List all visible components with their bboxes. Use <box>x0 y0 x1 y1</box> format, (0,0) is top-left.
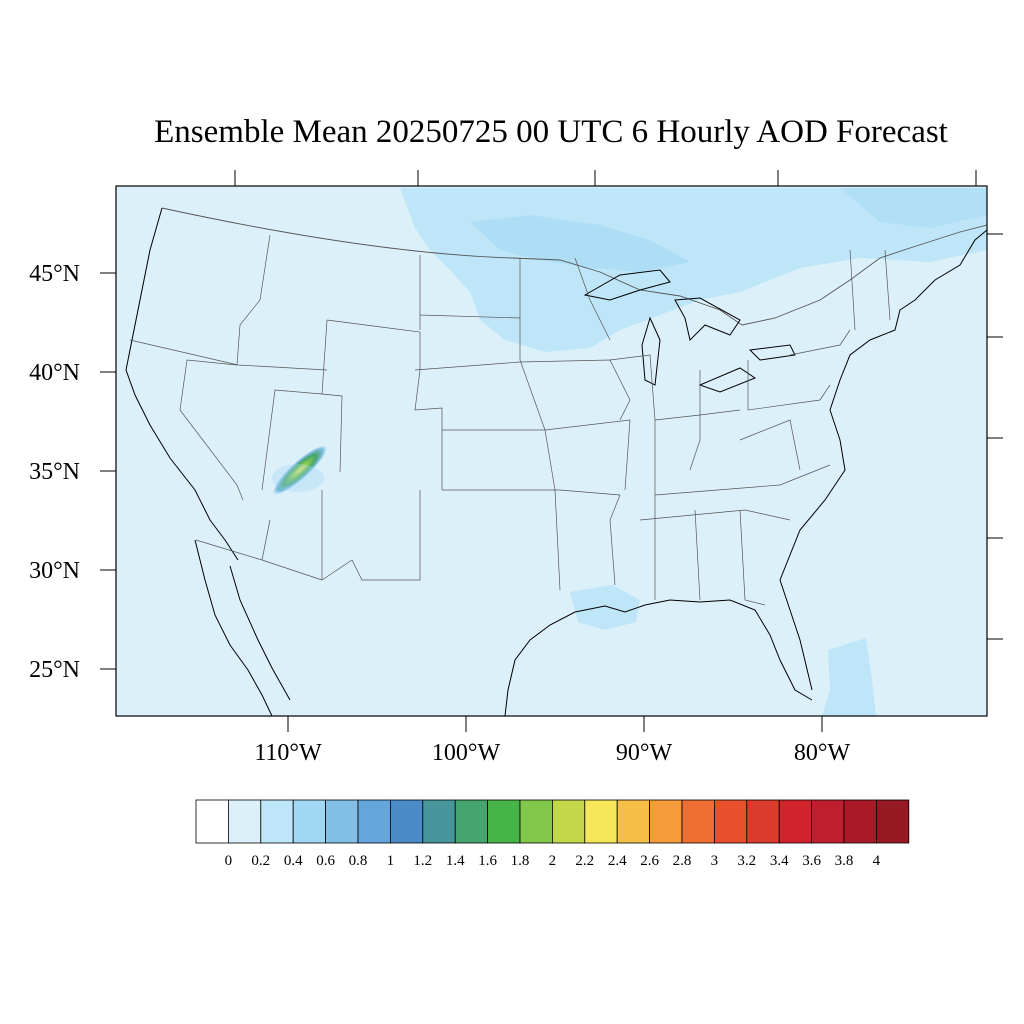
boundaries <box>125 207 987 716</box>
colorbar-swatch <box>746 799 780 844</box>
colorbar-label: 3.6 <box>802 853 821 869</box>
lat-label: 25°N <box>29 657 80 683</box>
colorbar-swatch <box>357 799 391 844</box>
colorbar-swatch <box>681 799 715 844</box>
colorbar-swatch <box>714 799 748 844</box>
us-canada-border <box>161 207 987 326</box>
lat-label: 35°N <box>29 459 80 485</box>
colorbar-label: 4 <box>873 853 881 869</box>
coastline-west <box>125 207 239 561</box>
colorbar-swatch <box>584 799 618 844</box>
lat-label: 30°N <box>29 558 80 584</box>
colorbar-label: 1.8 <box>511 853 530 869</box>
colorbar-label: 0.6 <box>316 853 335 869</box>
colorbar-label: 0 <box>225 853 233 869</box>
colorbar-swatch <box>227 799 262 844</box>
state-lines <box>129 234 891 606</box>
colorbar-swatch <box>389 799 424 844</box>
colorbar-swatch <box>811 799 845 844</box>
colorbar-swatch <box>876 799 910 844</box>
colorbar-swatch <box>487 799 521 844</box>
coastline-east <box>779 229 987 691</box>
great-lakes <box>583 269 796 393</box>
colorbar-label: 3.8 <box>835 853 854 869</box>
colorbar-swatch <box>454 799 489 844</box>
colorbar-label: 0.8 <box>349 853 368 869</box>
figure-title: Ensemble Mean 20250725 00 UTC 6 Hourly A… <box>154 114 948 150</box>
colorbar-label: 2.8 <box>673 853 692 869</box>
colorbar-swatch <box>778 799 813 844</box>
coastline-baja <box>194 539 291 716</box>
colorbar-label: 0.4 <box>284 853 303 869</box>
colorbar-swatch <box>616 799 651 844</box>
colorbar-label: 1.2 <box>413 853 432 869</box>
map-panel: 45°N 40°N 35°N 30°N 25°N 110°W 100°W 90°… <box>29 170 1003 766</box>
colorbar: 0 0.2 0.4 0.6 0.8 1 1.2 1.4 1.6 1.8 2 2.2 2.4 2.6 2.8 3… <box>195 799 910 869</box>
colorbar-swatch <box>422 799 456 844</box>
lon-label: 90°W <box>616 740 673 766</box>
map-ticks <box>100 170 1003 732</box>
colorbar-label: 3.2 <box>737 853 756 869</box>
colorbar-swatch <box>519 799 553 844</box>
colorbar-label: 2 <box>549 853 557 869</box>
plume-bahamas <box>822 638 876 716</box>
latitude-labels: 45°N 40°N 35°N 30°N 25°N <box>29 261 80 683</box>
colorbar-swatch <box>292 799 327 844</box>
aod-plumes <box>272 188 987 716</box>
colorbar-swatch <box>260 799 294 844</box>
aod-hotspot <box>272 445 328 495</box>
aod-hotspot-halo <box>272 464 324 492</box>
colorbar-label: 0.2 <box>251 853 270 869</box>
colorbar-label: 3 <box>711 853 719 869</box>
lon-label: 80°W <box>794 740 851 766</box>
coastline-gulf <box>504 599 813 716</box>
lon-label: 100°W <box>432 740 501 766</box>
colorbar-label: 1 <box>387 853 395 869</box>
plume-northern-plains-core <box>470 215 690 272</box>
lat-label: 40°N <box>29 360 80 386</box>
colorbar-swatch <box>552 799 586 844</box>
colorbar-swatch <box>325 799 359 844</box>
colorbar-swatch <box>843 799 877 844</box>
longitude-labels: 110°W 100°W 90°W 80°W <box>254 740 850 766</box>
colorbar-label: 2.4 <box>608 853 627 869</box>
map-frame <box>115 185 988 717</box>
colorbar-label: 1.6 <box>478 853 497 869</box>
lat-label: 45°N <box>29 261 80 287</box>
colorbar-swatch <box>195 799 229 844</box>
colorbar-label: 1.4 <box>446 853 465 869</box>
plume-quebec <box>840 188 987 228</box>
colorbar-label: 3.4 <box>770 853 789 869</box>
lon-label: 110°W <box>254 740 322 766</box>
colorbar-swatch <box>649 799 683 844</box>
plume-louisiana <box>570 585 640 630</box>
colorbar-label: 2.6 <box>640 853 659 869</box>
colorbar-label: 2.2 <box>575 853 594 869</box>
